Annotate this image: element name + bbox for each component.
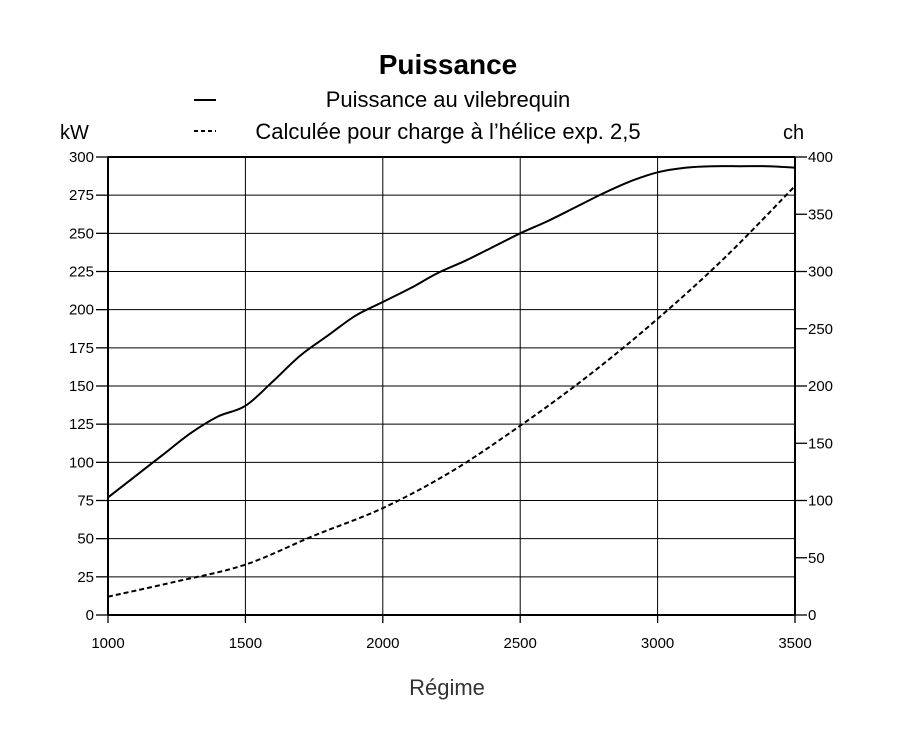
- left-tick-label: 150: [69, 378, 94, 395]
- chart-title: Puissance: [379, 49, 518, 80]
- left-tick-label: 275: [69, 187, 94, 204]
- right-tick-label: 100: [808, 493, 833, 510]
- left-tick-label: 50: [77, 531, 94, 548]
- legend-label-solid: Puissance au vilebrequin: [326, 87, 571, 112]
- left-tick-label: 175: [69, 340, 94, 357]
- left-axis-unit: kW: [60, 122, 89, 144]
- x-tick-label: 3000: [641, 635, 674, 652]
- right-axis-ticks: 0 50 100 150 200 250 300 350 400: [795, 149, 833, 624]
- right-tick-label: 300: [808, 264, 833, 281]
- right-axis-unit: ch: [783, 122, 804, 144]
- grid: [107, 156, 796, 616]
- series-group: [107, 165, 796, 598]
- left-tick-label: 225: [69, 264, 94, 281]
- left-tick-label: 300: [69, 149, 94, 166]
- right-tick-label: 400: [808, 149, 833, 166]
- x-tick-label: 1500: [229, 635, 262, 652]
- left-tick-label: 75: [77, 493, 94, 510]
- series-line-helice: [107, 185, 796, 598]
- legend: Puissance au vilebrequin Calculée pour c…: [194, 87, 641, 144]
- right-tick-label: 350: [808, 206, 833, 223]
- left-tick-label: 0: [86, 607, 94, 624]
- x-tick-label: 3500: [778, 635, 811, 652]
- right-tick-label: 150: [808, 435, 833, 452]
- series-line-vilebrequin: [107, 165, 796, 499]
- right-tick-label: 50: [808, 550, 825, 567]
- x-tick-label: 1000: [91, 635, 124, 652]
- legend-label-dashed: Calculée pour charge à l’hélice exp. 2,5: [255, 119, 640, 144]
- left-tick-label: 125: [69, 416, 94, 433]
- right-tick-label: 200: [808, 378, 833, 395]
- right-tick-label: 0: [808, 607, 816, 624]
- x-tick-label: 2500: [504, 635, 537, 652]
- left-axis-ticks: 0 25 50 75 100 125 150 175 200 225 250 275 300: [69, 149, 108, 624]
- x-axis-label: Régime: [409, 675, 485, 700]
- left-tick-label: 200: [69, 302, 94, 319]
- left-tick-label: 250: [69, 225, 94, 242]
- right-tick-label: 250: [808, 321, 833, 338]
- x-tick-label: 2000: [366, 635, 399, 652]
- left-tick-label: 25: [77, 569, 94, 586]
- x-axis-ticks: 1000 1500 2000 2500 3000 3500: [91, 615, 812, 652]
- left-tick-label: 100: [69, 454, 94, 471]
